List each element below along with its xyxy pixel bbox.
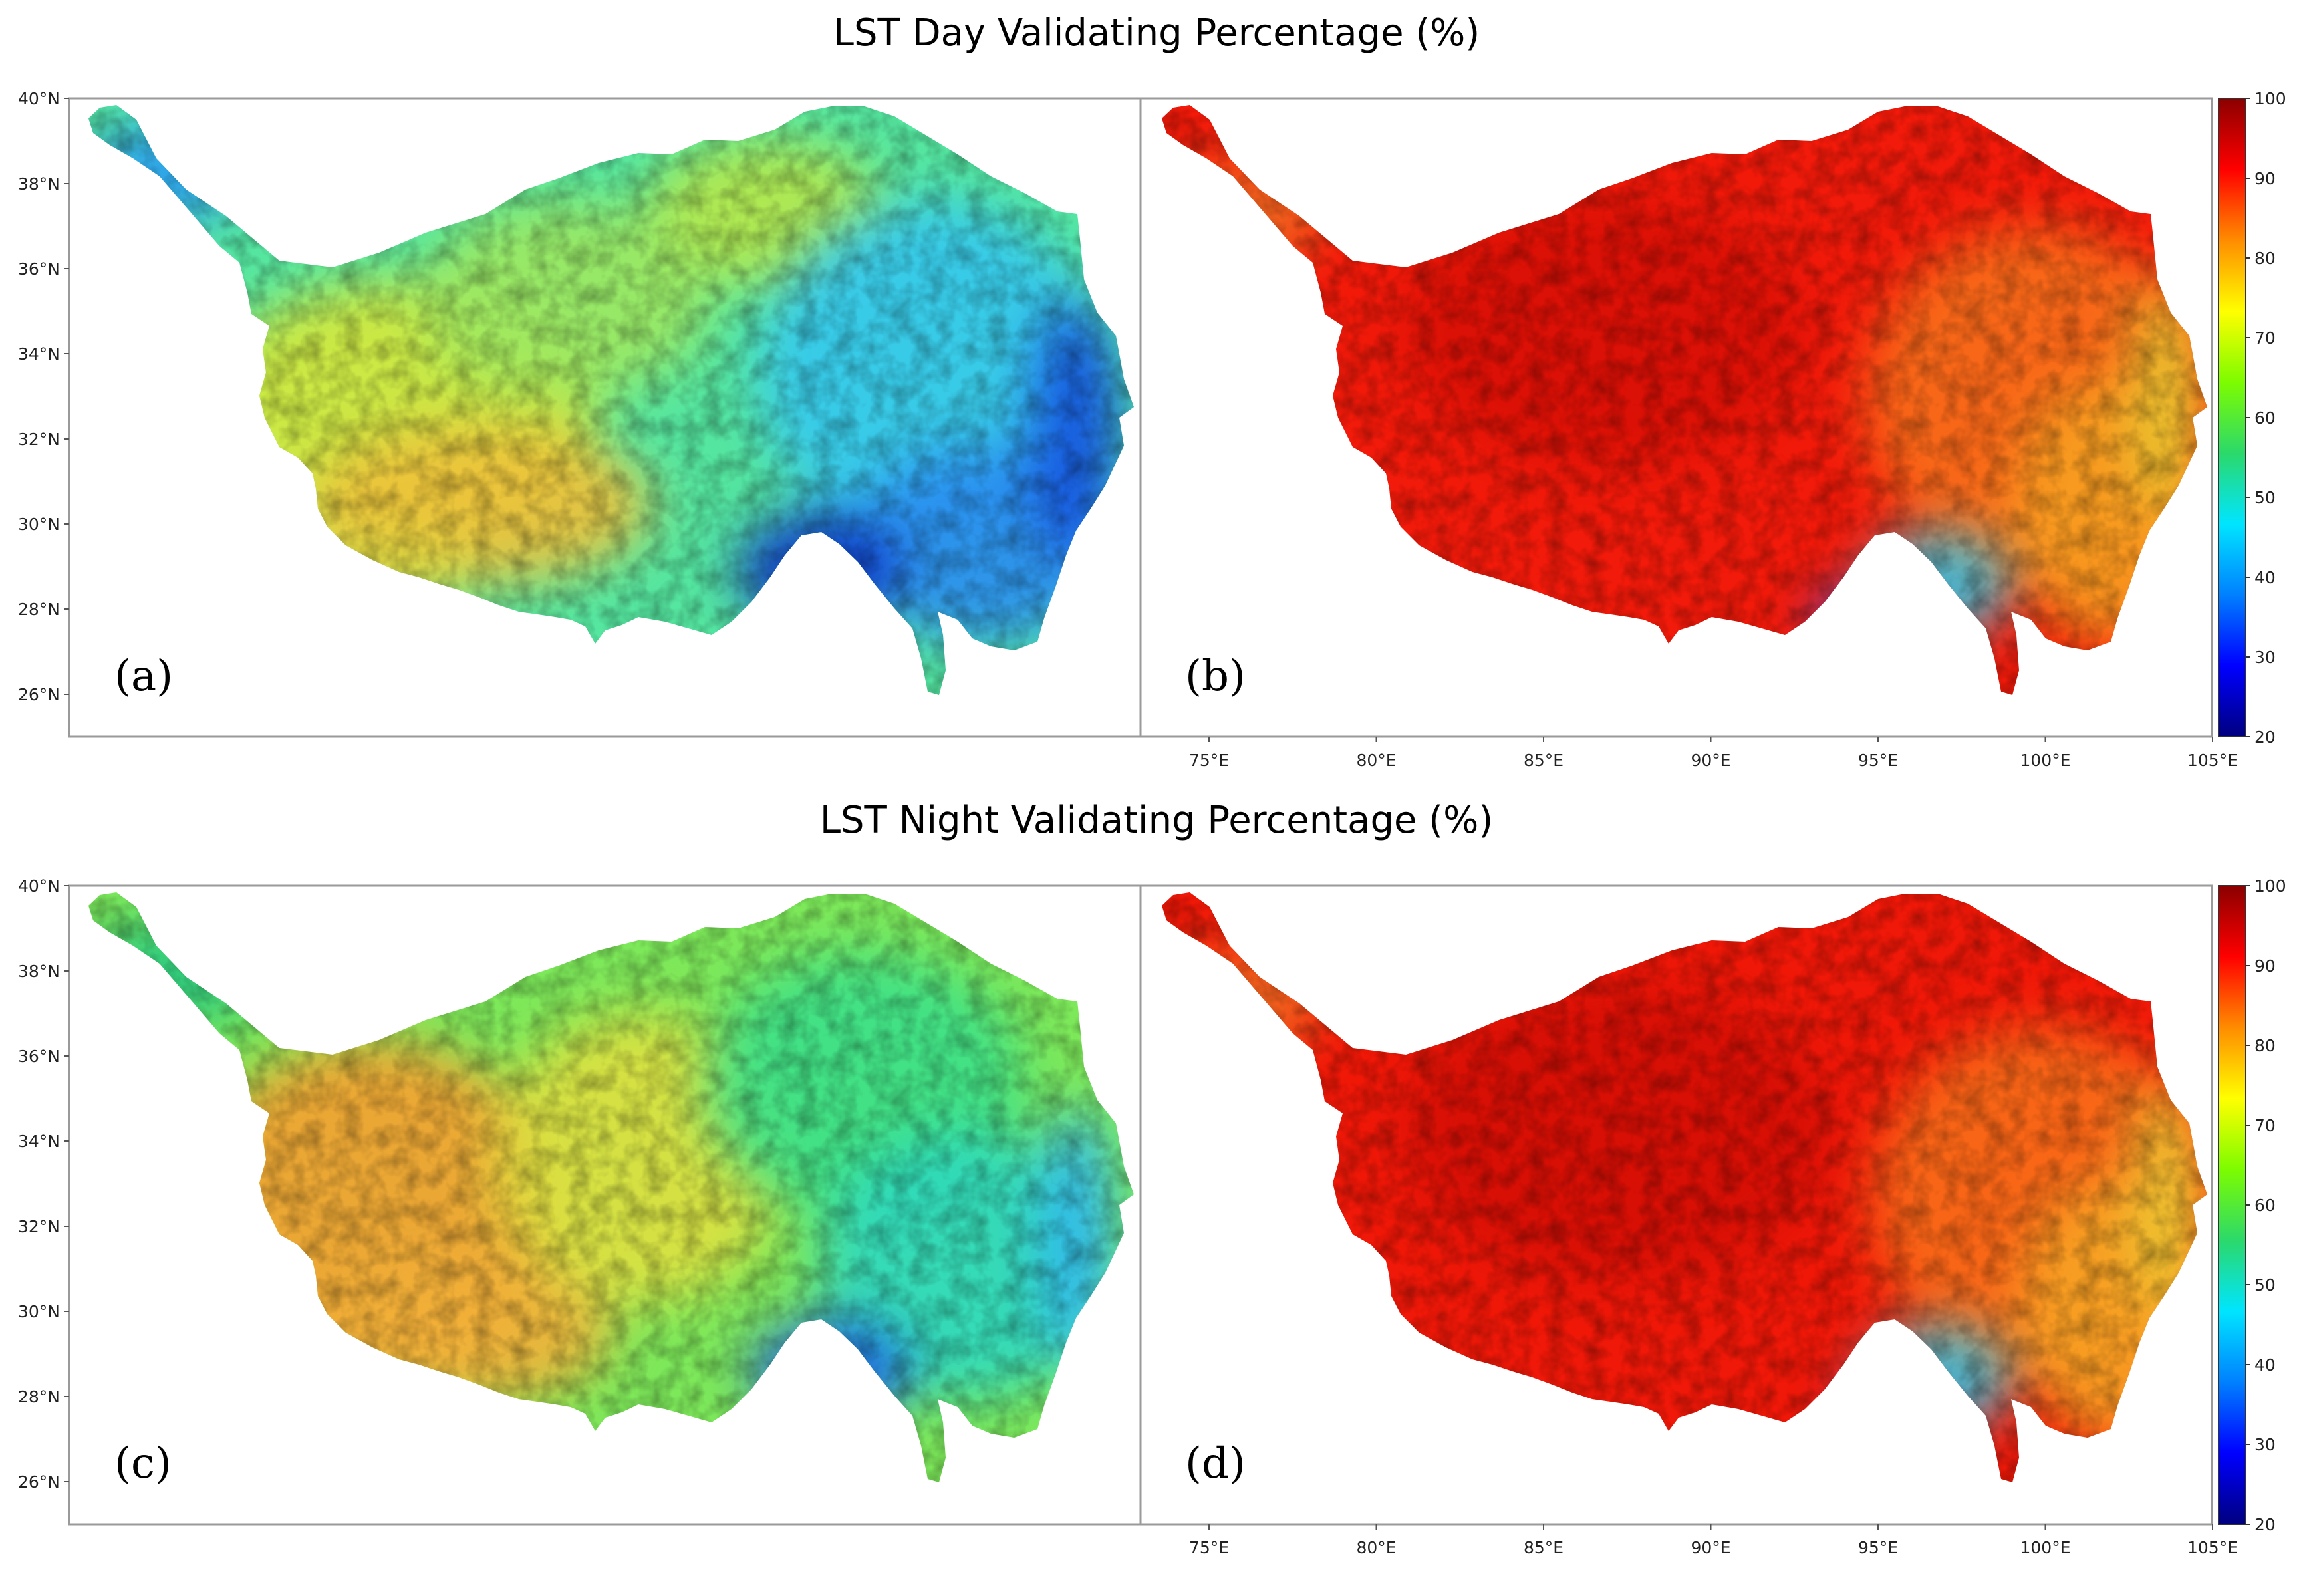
lat-tick-label: 28°N <box>18 1387 60 1406</box>
panel-label: (a) <box>114 652 173 701</box>
lon-tick-label: 90°E <box>1691 751 1730 770</box>
map-speckle <box>1162 892 2207 1482</box>
lon-tick-label: 95°E <box>1858 751 1898 770</box>
lon-tick-label: 75°E <box>1189 1538 1229 1557</box>
lon-tick-label: 85°E <box>1524 751 1564 770</box>
bottom-row: (c) (d) 40°N 38°N 36°N 34°N 32°N 30°N 28°N 26°N 75… <box>18 876 2238 1557</box>
lat-tick-label: 32°N <box>18 1217 60 1236</box>
map-speckle <box>88 105 1134 695</box>
map-speckle <box>88 892 1134 1482</box>
lat-tick-label: 40°N <box>18 89 60 108</box>
colorbar-tick-label: 80 <box>2254 1036 2276 1055</box>
lat-tick-label: 36°N <box>18 259 60 279</box>
lat-tick-label: 32°N <box>18 430 60 449</box>
lon-tick-label: 85°E <box>1524 1538 1564 1557</box>
map-texture <box>88 105 1134 695</box>
lon-tick-label: 95°E <box>1858 1538 1898 1557</box>
lat-tick-label: 38°N <box>18 174 60 194</box>
colorbar-tick-label: 100 <box>2254 89 2286 108</box>
colorbar-tick-label: 90 <box>2254 169 2276 188</box>
map-texture <box>88 892 1134 1482</box>
lat-tick-label: 26°N <box>18 685 60 704</box>
colorbar-tick-label: 60 <box>2254 408 2276 428</box>
lon-tick-label: 105°E <box>2187 1538 2238 1557</box>
map-c <box>88 892 1134 1482</box>
top-title: LST Day Validating Percentage (%) <box>833 11 1480 55</box>
lon-tick-label: 80°E <box>1356 1538 1396 1557</box>
colorbar <box>2218 885 2246 1525</box>
map-speckle <box>1162 105 2207 695</box>
colorbar-tick-label: 70 <box>2254 1116 2276 1135</box>
lat-tick-label: 26°N <box>18 1472 60 1492</box>
colorbar-tick-label: 50 <box>2254 1275 2276 1295</box>
map-blob <box>1838 1389 1945 1436</box>
map-fill <box>1162 105 2207 695</box>
colorbar-tick-label: 70 <box>2254 329 2276 348</box>
colorbar-tick-label: 30 <box>2254 1435 2276 1454</box>
panel-label: (c) <box>114 1439 172 1488</box>
map-fill <box>88 105 1134 695</box>
colorbar-tick-label: 50 <box>2254 488 2276 507</box>
colorbar-tick-label: 20 <box>2254 728 2276 747</box>
lat-tick-label: 34°N <box>18 344 60 364</box>
map-fill <box>88 892 1134 1482</box>
lon-tick-label: 105°E <box>2187 751 2238 770</box>
lon-tick-label: 100°E <box>2020 751 2070 770</box>
lat-tick-label: 28°N <box>18 600 60 619</box>
lat-tick-label: 30°N <box>18 1302 60 1321</box>
colorbar-tick-label: 90 <box>2254 956 2276 976</box>
panel-label: (b) <box>1185 652 1246 701</box>
colorbar <box>2218 98 2246 737</box>
lat-tick-label: 30°N <box>18 515 60 534</box>
lon-tick-label: 80°E <box>1356 751 1396 770</box>
colorbar-tick-label: 30 <box>2254 648 2276 667</box>
bottom-title: LST Night Validating Percentage (%) <box>820 799 1493 842</box>
panel-label: (d) <box>1185 1439 1246 1488</box>
map-fill <box>1162 892 2207 1482</box>
map-blob <box>1812 592 1931 645</box>
lat-tick-label: 34°N <box>18 1132 60 1151</box>
lon-tick-label: 100°E <box>2020 1538 2070 1557</box>
colorbar-tick-label: 60 <box>2254 1196 2276 1215</box>
map-b <box>1162 105 2207 695</box>
colorbar-tick-label: 40 <box>2254 568 2276 587</box>
map-texture <box>1162 892 2207 1482</box>
lon-tick-label: 75°E <box>1189 751 1229 770</box>
colorbar-tick-label: 100 <box>2254 876 2286 896</box>
lon-tick-label: 90°E <box>1691 1538 1730 1557</box>
colorbars: 100 90 80 70 60 50 40 30 20 100 90 80 70 60 50 40 30 20 <box>2218 89 2286 1534</box>
map-texture <box>1162 105 2207 695</box>
map-a <box>88 105 1134 695</box>
colorbar-tick-label: 40 <box>2254 1355 2276 1375</box>
map-d <box>1162 892 2207 1482</box>
colorbar-tick-label: 20 <box>2254 1515 2276 1534</box>
lat-tick-label: 38°N <box>18 962 60 981</box>
lat-tick-label: 36°N <box>18 1047 60 1066</box>
colorbar-tick-label: 80 <box>2254 249 2276 268</box>
top-row: (a) (b) 40°N 38°N 36°N 34°N 32°N 30°N 28°N 26°N 75… <box>18 89 2238 770</box>
lat-tick-label: 40°N <box>18 876 60 896</box>
